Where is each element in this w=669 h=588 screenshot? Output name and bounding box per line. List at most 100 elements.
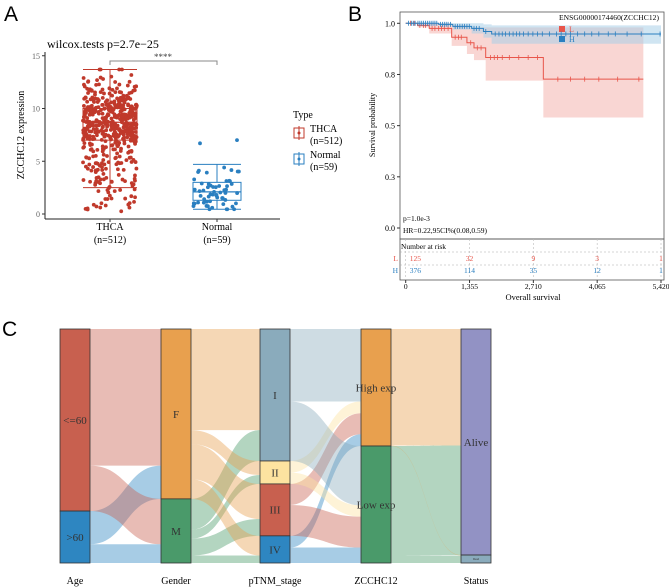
data-point — [104, 145, 108, 150]
data-point — [134, 166, 139, 171]
data-point — [94, 204, 99, 209]
y-axis-label: Survival probability — [368, 93, 377, 157]
data-point — [88, 104, 93, 109]
data-point — [120, 177, 125, 182]
node-iii — [259, 483, 291, 537]
data-point — [229, 182, 234, 186]
column-label: ZCCHC12 — [354, 576, 397, 587]
box — [82, 108, 138, 141]
hazard-ratio-text: HR=0.22,95CI%(0.08,0.59) — [403, 226, 488, 235]
data-point — [107, 86, 112, 91]
data-point — [100, 116, 105, 121]
node-alive — [460, 328, 492, 556]
data-point — [112, 189, 117, 194]
data-point — [94, 179, 99, 183]
data-point — [118, 188, 123, 192]
data-point — [94, 82, 99, 87]
risk-count: 1 — [659, 254, 663, 263]
data-point — [100, 102, 105, 107]
data-point — [116, 143, 121, 147]
data-point — [110, 93, 115, 98]
y-axis-label: ZCCHC12 expression — [16, 91, 27, 180]
data-point — [125, 116, 130, 121]
flow-gender — [191, 519, 260, 556]
data-point — [230, 204, 235, 209]
data-point — [123, 196, 128, 201]
data-point — [208, 192, 213, 197]
data-point — [91, 165, 95, 169]
chart-title: wilcox.tests p=2.7e−25 — [47, 37, 159, 51]
data-point — [96, 98, 101, 103]
outlier-point — [198, 141, 202, 146]
data-point — [87, 129, 92, 134]
data-point — [127, 201, 132, 206]
data-point — [129, 128, 134, 133]
data-point — [86, 91, 90, 95]
flow-ptnm-stage — [290, 413, 361, 505]
significance-bracket — [109, 60, 218, 65]
flow-zcchc12 — [391, 445, 461, 556]
data-point — [113, 121, 117, 126]
legend-key-dot — [297, 157, 301, 161]
panel-label-c: C — [2, 318, 17, 341]
y-tick-label: 0.8 — [385, 70, 395, 79]
data-point — [101, 172, 106, 176]
data-point — [124, 158, 129, 163]
node-label: M — [171, 526, 181, 538]
risk-count: 114 — [464, 266, 475, 275]
data-point — [91, 134, 96, 139]
y-tick-label: 5 — [36, 157, 40, 166]
significance-label: **** — [154, 52, 173, 62]
flow-age — [90, 465, 161, 545]
data-point — [192, 177, 197, 182]
data-point — [93, 96, 98, 101]
data-point — [218, 190, 223, 195]
data-point — [132, 84, 137, 89]
risk-count: 1 — [659, 266, 663, 275]
data-point — [105, 154, 109, 158]
flow-ptnm-stage — [290, 329, 361, 402]
data-point — [125, 83, 130, 88]
flow-gender — [191, 555, 260, 563]
risk-table-title: Number at risk — [401, 242, 446, 251]
data-point — [100, 165, 104, 169]
y-tick-label: 1.0 — [385, 19, 395, 28]
risk-count: 3 — [595, 254, 599, 263]
data-point — [83, 114, 87, 119]
data-point — [118, 105, 123, 110]
data-point — [96, 189, 101, 193]
data-point — [196, 200, 200, 205]
node-m — [160, 498, 192, 564]
data-point — [95, 161, 100, 166]
x-tick-label: THCA — [96, 222, 124, 233]
data-point — [116, 102, 121, 107]
data-point — [229, 168, 234, 172]
risk-row-label: L — [393, 254, 398, 263]
data-point — [87, 156, 92, 161]
data-point — [225, 184, 229, 189]
data-point — [122, 141, 127, 146]
node-label: I — [273, 390, 277, 402]
risk-count: 35 — [530, 266, 538, 275]
y-tick-label: 0.0 — [385, 224, 395, 233]
column-label: Gender — [161, 576, 191, 587]
panel-label-b: B — [348, 3, 362, 26]
data-point — [201, 200, 206, 205]
data-point — [94, 118, 99, 123]
data-point — [87, 123, 92, 128]
node-label: Alive — [464, 437, 489, 449]
data-point — [122, 135, 126, 140]
data-point — [130, 183, 135, 188]
column-label: Age — [67, 576, 84, 587]
legend-key-H — [559, 36, 565, 42]
outlier-point — [235, 138, 239, 143]
legend-label: H — [569, 35, 575, 44]
data-point — [126, 102, 130, 107]
data-point — [117, 112, 122, 117]
data-point — [94, 176, 99, 180]
data-point — [86, 79, 90, 84]
data-point — [129, 194, 134, 199]
flow-ptnm-stage — [290, 401, 361, 473]
data-point — [87, 162, 92, 167]
